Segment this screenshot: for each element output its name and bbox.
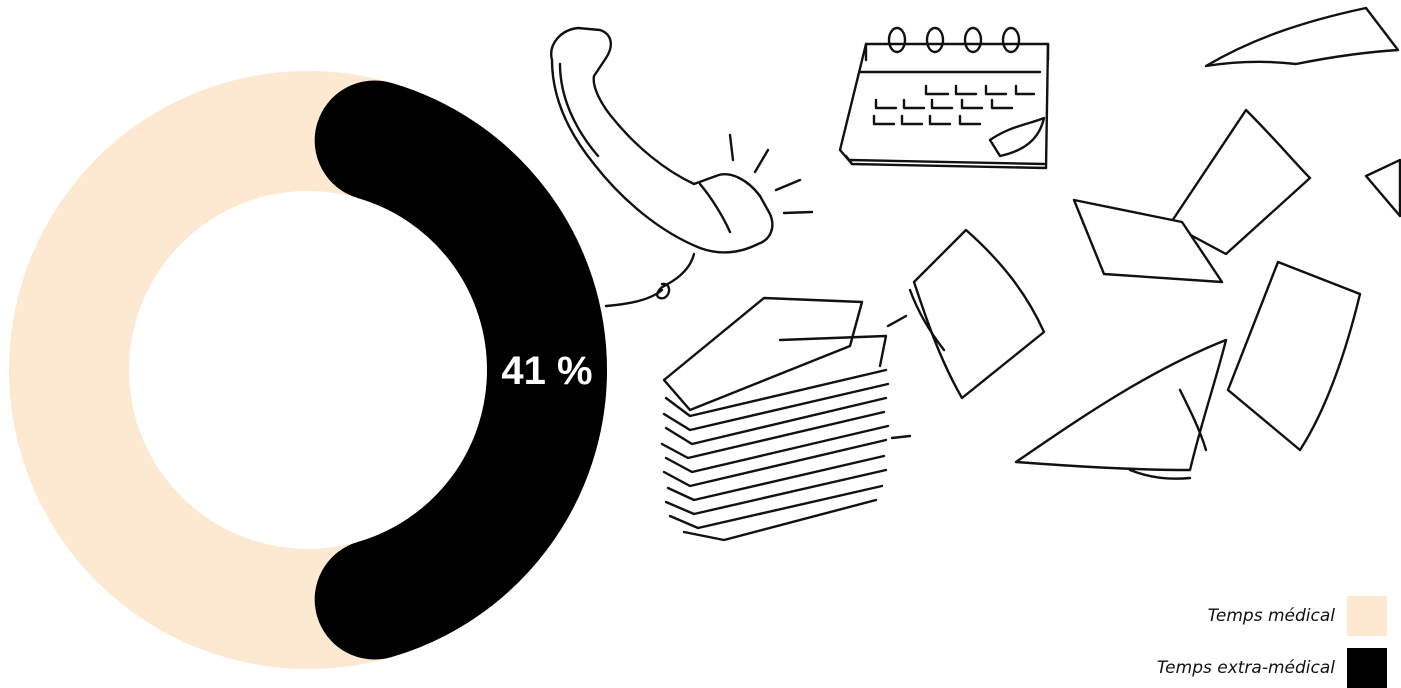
legend-swatch [1347, 596, 1387, 636]
legend-item-temps-medical: Temps médical [1208, 596, 1387, 636]
paper-stack-icon [660, 296, 912, 542]
legend-label: Temps extra-médical [1156, 658, 1335, 678]
legend-label: Temps médical [1207, 606, 1335, 626]
legend-item-temps-extra-medical: Temps extra-médical [1157, 648, 1387, 688]
donut-chart: 41 % [9, 71, 607, 669]
legend-swatch [1347, 648, 1387, 688]
calendar-icon [838, 26, 1050, 170]
flying-papers-icon [908, 6, 1401, 480]
telephone-icon [550, 26, 814, 308]
data-label-temps-extra-medical: 41 % [501, 349, 592, 393]
donut-slice-temps-extra-medical[interactable] [314, 80, 607, 660]
